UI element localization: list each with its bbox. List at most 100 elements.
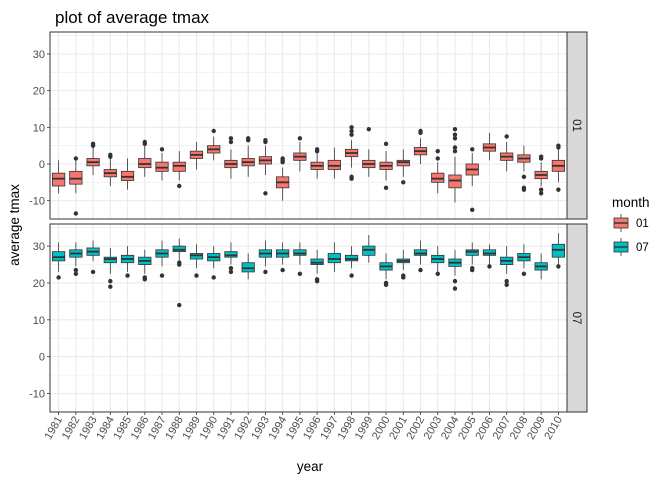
boxplot-2001-07 xyxy=(396,249,410,280)
box xyxy=(241,262,255,273)
outlier-point xyxy=(401,273,406,278)
boxplot-1998-01 xyxy=(344,125,359,181)
boxplot-1982-01 xyxy=(69,156,83,216)
boxplot-1990-01 xyxy=(207,128,221,161)
outlier-point xyxy=(383,141,389,147)
box xyxy=(327,159,341,170)
legend-label-01: 01 xyxy=(636,218,649,230)
outlier-point xyxy=(470,266,475,271)
outlier-point xyxy=(245,136,251,141)
outlier-point xyxy=(125,273,130,278)
outlier-point xyxy=(538,154,544,159)
outlier-point xyxy=(452,278,458,284)
box xyxy=(465,249,479,256)
boxplot-1997-01 xyxy=(327,147,341,179)
boxplot-1988-07 xyxy=(172,238,186,308)
outlier-point xyxy=(470,207,475,213)
outlier-point xyxy=(538,187,544,192)
outlier-point xyxy=(504,278,509,284)
y-tick-label: 20 xyxy=(33,86,45,98)
boxplot-2007-07 xyxy=(500,246,514,288)
outlier-point xyxy=(383,280,389,286)
outlier-point xyxy=(159,273,165,278)
outlier-point xyxy=(280,267,285,273)
outlier-point xyxy=(470,147,475,152)
outlier-point xyxy=(263,137,268,143)
boxplot-1984-07 xyxy=(103,247,117,289)
outlier-point xyxy=(521,174,527,180)
outlier-point xyxy=(452,132,458,137)
y-tick-label: 0 xyxy=(39,352,45,364)
x-axis: 1981198219831984198519861987198819891990… xyxy=(43,412,565,442)
outlier-point xyxy=(228,136,234,141)
outlier-point xyxy=(418,128,423,134)
box xyxy=(396,159,410,167)
outlier-point xyxy=(263,191,268,196)
y-tick-label: 0 xyxy=(39,159,45,171)
outlier-point xyxy=(487,264,492,269)
boxplot-1983-01 xyxy=(86,141,100,175)
outlier-point xyxy=(435,156,440,161)
boxplot-1993-01 xyxy=(258,137,273,196)
outlier-point xyxy=(349,132,354,137)
boxplot-2009-07 xyxy=(534,253,548,280)
boxplot-1995-07 xyxy=(293,242,307,276)
y-tick-label: 10 xyxy=(33,315,45,327)
outlier-point xyxy=(142,275,147,280)
outlier-point xyxy=(159,147,165,152)
box xyxy=(172,245,186,253)
box xyxy=(155,161,169,172)
outlier-point xyxy=(90,141,96,147)
y-tick-label: -10 xyxy=(29,389,45,401)
boxplot-1981-07 xyxy=(52,242,66,280)
boxplot-1987-07 xyxy=(155,240,169,278)
box xyxy=(293,249,307,256)
outlier-point xyxy=(263,269,268,275)
x-axis-title: year xyxy=(297,459,324,474)
outlier-point xyxy=(73,267,79,273)
outlier-point xyxy=(194,273,199,278)
x-tick-label: 2010 xyxy=(542,415,565,442)
facet-strip-label: 07 xyxy=(570,312,582,325)
outlier-point xyxy=(211,275,216,280)
y-tick-label: 10 xyxy=(33,122,45,134)
boxplot-1995-01 xyxy=(293,136,307,172)
outlier-point xyxy=(73,271,79,276)
facet-panel-07: -10 0 10 20 30 07 xyxy=(29,223,588,413)
boxplot-1998-07 xyxy=(344,246,359,278)
boxplot-1999-07 xyxy=(362,235,376,263)
boxplot-1997-07 xyxy=(327,242,341,272)
outlier-point xyxy=(73,211,79,216)
legend-label-07: 07 xyxy=(636,242,649,254)
outlier-point xyxy=(435,271,440,276)
boxplot-1996-07 xyxy=(310,249,324,284)
box xyxy=(413,249,428,256)
outlier-point xyxy=(177,260,182,265)
boxplot-2008-07 xyxy=(517,244,531,276)
boxplot-1994-07 xyxy=(276,242,290,273)
outlier-point xyxy=(538,191,544,196)
boxplot-1989-01 xyxy=(189,142,204,170)
facet-strip xyxy=(566,31,588,220)
box xyxy=(482,249,497,256)
boxplot-1983-07 xyxy=(86,240,100,275)
outlier-point xyxy=(280,156,285,161)
box xyxy=(69,170,83,185)
boxplot-1991-01 xyxy=(224,136,238,179)
boxplot-1993-07 xyxy=(258,240,273,275)
chart-title: plot of average tmax xyxy=(55,8,210,27)
outlier-point xyxy=(349,273,354,278)
boxplot-2002-07 xyxy=(413,240,428,273)
boxplot-2004-07 xyxy=(448,249,462,291)
facet-strip-label: 01 xyxy=(570,119,582,132)
boxplot-2006-07 xyxy=(482,244,497,269)
box xyxy=(103,256,117,264)
boxplot-1999-01 xyxy=(362,126,376,177)
boxplot-2010-07 xyxy=(551,233,565,269)
boxplot-1984-01 xyxy=(103,152,117,186)
outlier-point xyxy=(452,148,458,154)
boxplot-2002-01 xyxy=(413,128,428,164)
outlier-point xyxy=(297,136,303,141)
boxplot-2003-07 xyxy=(431,246,445,276)
